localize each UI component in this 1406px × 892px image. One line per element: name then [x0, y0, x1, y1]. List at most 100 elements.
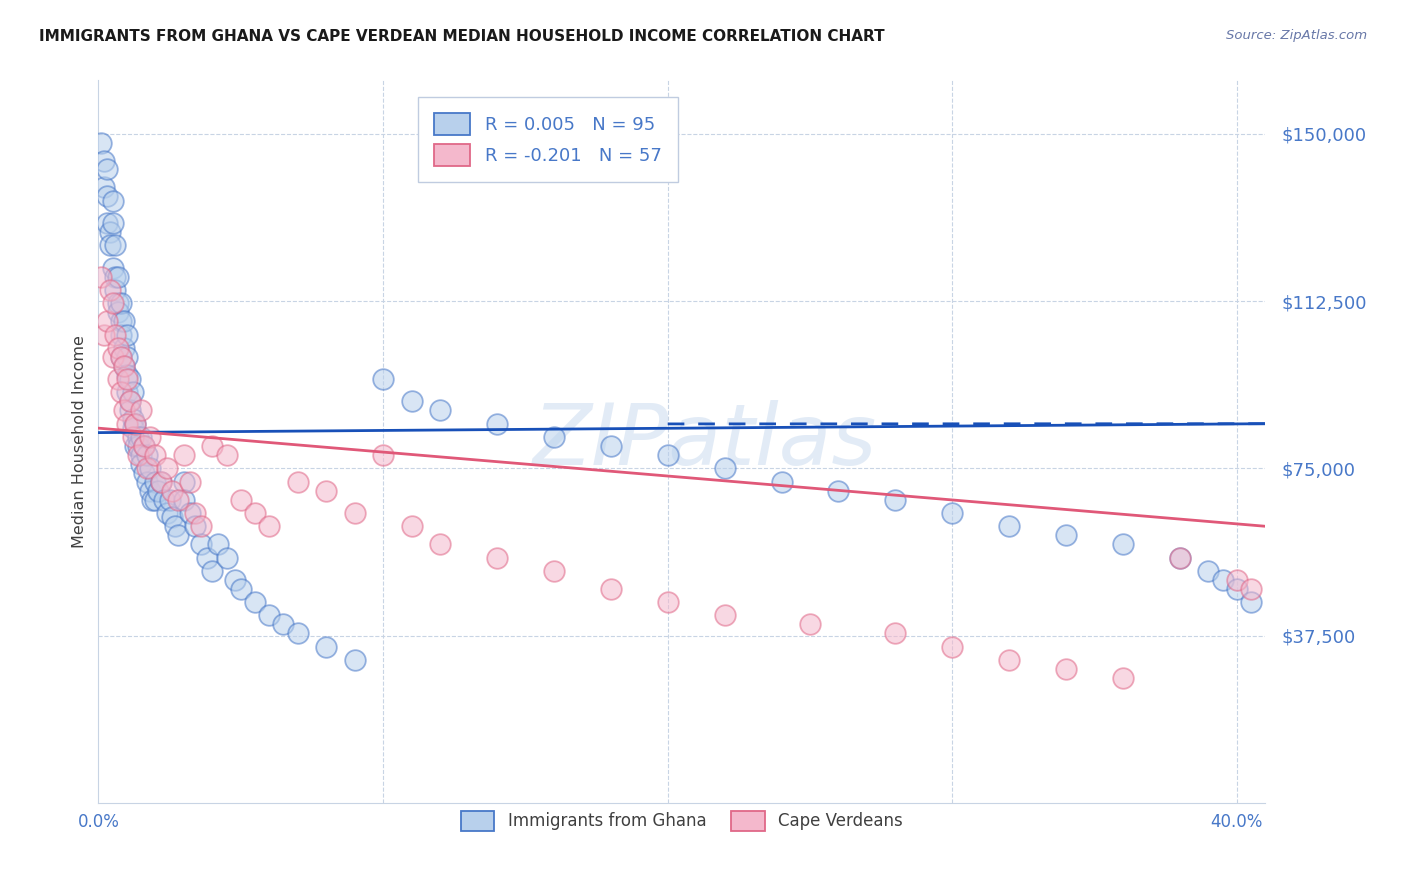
Point: [90, 269, 112, 284]
Point: [179, 506, 201, 520]
Point: [112, 341, 135, 355]
Point: [118, 372, 141, 386]
Point: [1212, 573, 1234, 587]
Point: [132, 466, 155, 480]
Point: [429, 537, 451, 551]
Point: [184, 519, 207, 533]
Point: [129, 430, 152, 444]
Y-axis label: Median Household Income: Median Household Income: [72, 335, 87, 548]
Point: [107, 296, 129, 310]
Point: [287, 626, 309, 640]
Point: [98, 283, 121, 297]
Point: [657, 448, 679, 462]
Point: [150, 475, 173, 489]
Point: [107, 269, 129, 284]
Point: [96, 314, 118, 328]
Point: [101, 260, 124, 275]
Point: [156, 461, 179, 475]
Point: [127, 439, 149, 453]
Point: [173, 475, 195, 489]
Point: [173, 448, 195, 462]
Point: [121, 385, 143, 400]
Point: [141, 492, 163, 507]
Point: [1112, 537, 1135, 551]
Point: [543, 430, 565, 444]
Point: [115, 417, 138, 431]
Point: [93, 180, 115, 194]
Point: [599, 582, 621, 596]
Point: [101, 194, 124, 208]
Point: [215, 448, 238, 462]
Point: [112, 403, 135, 417]
Point: [190, 537, 212, 551]
Point: [135, 475, 157, 489]
Point: [224, 573, 246, 587]
Point: [115, 368, 138, 382]
Point: [148, 483, 170, 498]
Point: [167, 492, 190, 507]
Point: [143, 448, 166, 462]
Point: [90, 136, 112, 150]
Point: [257, 608, 280, 623]
Point: [115, 385, 138, 400]
Point: [543, 564, 565, 578]
Point: [115, 327, 138, 342]
Point: [273, 617, 295, 632]
Point: [1240, 595, 1263, 609]
Point: [1168, 550, 1191, 565]
Point: [138, 430, 160, 444]
Point: [104, 269, 127, 284]
Point: [110, 327, 132, 342]
Point: [110, 350, 132, 364]
Point: [98, 238, 121, 252]
Point: [124, 417, 146, 431]
Point: [121, 412, 143, 426]
Point: [115, 350, 138, 364]
Point: [127, 430, 149, 444]
Point: [229, 582, 252, 596]
Point: [599, 439, 621, 453]
Point: [1054, 528, 1077, 542]
Point: [132, 439, 155, 453]
Point: [118, 394, 141, 409]
Point: [485, 550, 508, 565]
Point: [770, 475, 793, 489]
Text: Source: ZipAtlas.com: Source: ZipAtlas.com: [1226, 29, 1367, 42]
Point: [713, 608, 735, 623]
Point: [110, 296, 132, 310]
Point: [129, 448, 152, 462]
Point: [713, 461, 735, 475]
Point: [138, 461, 160, 475]
Point: [799, 617, 821, 632]
Point: [287, 475, 309, 489]
Point: [124, 417, 146, 431]
Point: [343, 506, 366, 520]
Point: [201, 564, 224, 578]
Point: [101, 350, 124, 364]
Point: [941, 506, 963, 520]
Point: [998, 653, 1021, 667]
Point: [162, 483, 184, 498]
Point: [124, 439, 146, 453]
Point: [98, 225, 121, 239]
Point: [107, 341, 129, 355]
Point: [107, 305, 129, 319]
Legend: Immigrants from Ghana, Cape Verdeans: Immigrants from Ghana, Cape Verdeans: [454, 805, 910, 838]
Point: [110, 314, 132, 328]
Point: [941, 640, 963, 654]
Point: [315, 483, 337, 498]
Point: [315, 640, 337, 654]
Point: [243, 506, 266, 520]
Point: [129, 403, 152, 417]
Point: [1112, 671, 1135, 685]
Point: [401, 394, 423, 409]
Point: [162, 510, 184, 524]
Point: [107, 372, 129, 386]
Point: [1054, 662, 1077, 676]
Point: [143, 492, 166, 507]
Point: [153, 492, 176, 507]
Point: [93, 327, 115, 342]
Text: ZIPatlas: ZIPatlas: [533, 400, 877, 483]
Point: [1226, 582, 1249, 596]
Text: IMMIGRANTS FROM GHANA VS CAPE VERDEAN MEDIAN HOUSEHOLD INCOME CORRELATION CHART: IMMIGRANTS FROM GHANA VS CAPE VERDEAN ME…: [39, 29, 884, 44]
